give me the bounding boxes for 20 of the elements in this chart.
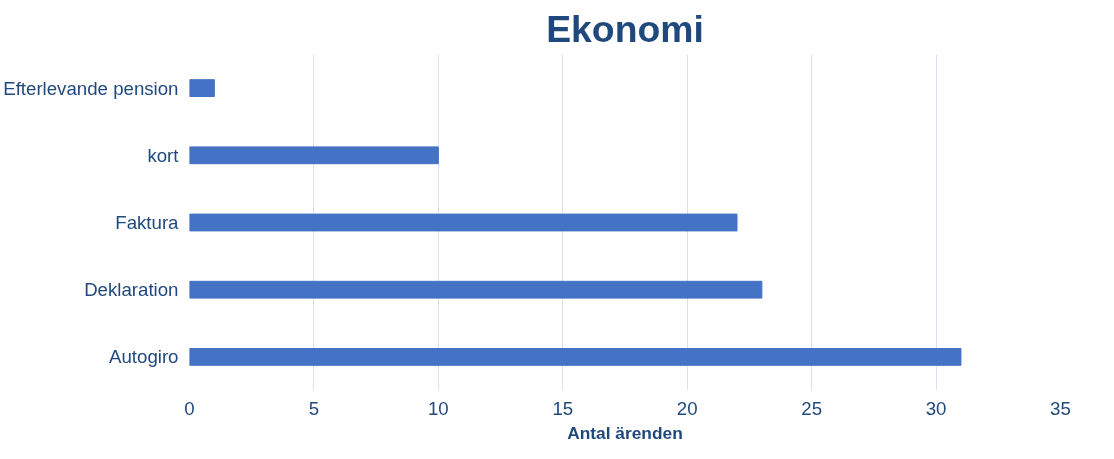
x-tick-label: 5 <box>308 397 320 419</box>
x-tick-label: 35 <box>1050 397 1071 419</box>
y-tick-label: Autogiro <box>109 346 179 368</box>
x-tick-label: 20 <box>676 397 698 419</box>
chart-title: Ekonomi <box>546 7 704 50</box>
x-axis-title: Antal ärenden <box>567 422 683 443</box>
bar <box>189 213 738 232</box>
x-tick-label: 15 <box>552 397 574 419</box>
x-tick-label: 10 <box>427 397 449 419</box>
y-tick-label: Faktura <box>115 212 180 233</box>
y-tick-label: kort <box>147 144 180 166</box>
y-tick-label: Efterlevande pension <box>3 77 179 99</box>
bar <box>189 79 215 97</box>
bar <box>189 280 763 299</box>
y-tick-label: Deklaration <box>84 279 179 301</box>
x-tick-label: 0 <box>184 397 195 419</box>
bar <box>189 348 962 366</box>
x-tick-label: 30 <box>925 397 947 419</box>
x-tick-label: 25 <box>801 397 823 419</box>
bar <box>189 146 439 165</box>
